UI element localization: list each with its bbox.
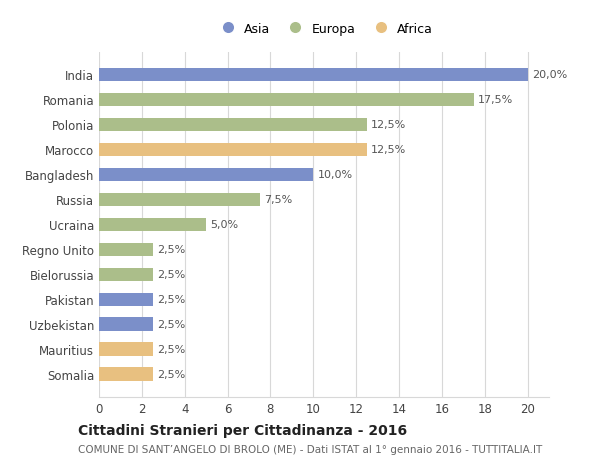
Bar — [99, 118, 367, 132]
Legend: Asia, Europa, Africa: Asia, Europa, Africa — [211, 18, 437, 41]
Bar — [99, 293, 152, 307]
Bar — [99, 93, 474, 107]
Text: 7,5%: 7,5% — [264, 195, 292, 205]
Bar — [99, 68, 527, 82]
Text: 2,5%: 2,5% — [157, 245, 185, 255]
Bar — [99, 193, 260, 207]
Text: COMUNE DI SANT’ANGELO DI BROLO (ME) - Dati ISTAT al 1° gennaio 2016 - TUTTITALIA: COMUNE DI SANT’ANGELO DI BROLO (ME) - Da… — [78, 444, 542, 454]
Bar — [99, 168, 313, 182]
Text: 17,5%: 17,5% — [478, 95, 514, 105]
Bar — [99, 318, 152, 331]
Text: Cittadini Stranieri per Cittadinanza - 2016: Cittadini Stranieri per Cittadinanza - 2… — [78, 423, 407, 437]
Bar — [99, 343, 152, 357]
Bar — [99, 143, 367, 157]
Text: 20,0%: 20,0% — [532, 70, 567, 80]
Text: 12,5%: 12,5% — [371, 145, 406, 155]
Text: 10,0%: 10,0% — [317, 170, 353, 180]
Bar — [99, 243, 152, 257]
Bar — [99, 368, 152, 381]
Text: 12,5%: 12,5% — [371, 120, 406, 130]
Text: 2,5%: 2,5% — [157, 270, 185, 280]
Text: 5,0%: 5,0% — [211, 220, 239, 230]
Text: 2,5%: 2,5% — [157, 345, 185, 355]
Bar — [99, 218, 206, 232]
Text: 2,5%: 2,5% — [157, 295, 185, 305]
Text: 2,5%: 2,5% — [157, 369, 185, 380]
Bar — [99, 268, 152, 282]
Text: 2,5%: 2,5% — [157, 319, 185, 330]
